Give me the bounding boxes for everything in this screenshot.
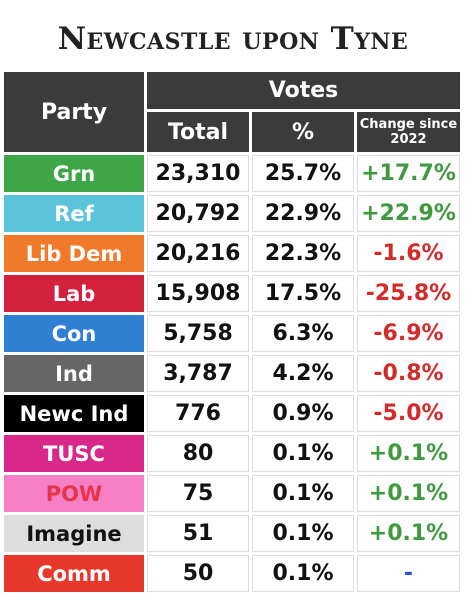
total-cell: 50 bbox=[147, 555, 249, 592]
percent-cell: 0.1% bbox=[252, 475, 354, 512]
header-party: Party bbox=[4, 72, 144, 152]
table-row: POW 75 0.1% +0.1% bbox=[4, 475, 460, 512]
percent-cell: 22.9% bbox=[252, 195, 354, 232]
percent-cell: 0.9% bbox=[252, 395, 354, 432]
table-row: Lib Dem 20,216 22.3% -1.6% bbox=[4, 235, 460, 272]
table-row: Ind 3,787 4.2% -0.8% bbox=[4, 355, 460, 392]
total-cell: 20,216 bbox=[147, 235, 249, 272]
table-row: Imagine 51 0.1% +0.1% bbox=[4, 515, 460, 552]
percent-cell: 0.1% bbox=[252, 555, 354, 592]
percent-cell: 6.3% bbox=[252, 315, 354, 352]
party-cell: Ref bbox=[4, 195, 144, 232]
header-votes: Votes bbox=[147, 72, 460, 109]
percent-cell: 22.3% bbox=[252, 235, 354, 272]
total-cell: 15,908 bbox=[147, 275, 249, 312]
table-row: Con 5,758 6.3% -6.9% bbox=[4, 315, 460, 352]
party-cell: Lib Dem bbox=[4, 235, 144, 272]
party-cell: Lab bbox=[4, 275, 144, 312]
total-cell: 776 bbox=[147, 395, 249, 432]
table-row: Ref 20,792 22.9% +22.9% bbox=[4, 195, 460, 232]
total-cell: 3,787 bbox=[147, 355, 249, 392]
table-row: TUSC 80 0.1% +0.1% bbox=[4, 435, 460, 472]
party-cell: POW bbox=[4, 475, 144, 512]
change-cell: -0.8% bbox=[357, 355, 460, 392]
change-cell: -5.0% bbox=[357, 395, 460, 432]
change-cell: - bbox=[357, 555, 460, 592]
total-cell: 23,310 bbox=[147, 155, 249, 192]
change-cell: +0.1% bbox=[357, 435, 460, 472]
total-cell: 5,758 bbox=[147, 315, 249, 352]
table-row: Lab 15,908 17.5% -25.8% bbox=[4, 275, 460, 312]
total-cell: 75 bbox=[147, 475, 249, 512]
party-cell: Ind bbox=[4, 355, 144, 392]
party-cell: Newc Ind bbox=[4, 395, 144, 432]
change-cell: +0.1% bbox=[357, 475, 460, 512]
header-change: Change since 2022 bbox=[357, 112, 460, 152]
percent-cell: 17.5% bbox=[252, 275, 354, 312]
table-row: Comm 50 0.1% - bbox=[4, 555, 460, 592]
change-cell: -6.9% bbox=[357, 315, 460, 352]
party-cell: Imagine bbox=[4, 515, 144, 552]
change-cell: -1.6% bbox=[357, 235, 460, 272]
percent-cell: 4.2% bbox=[252, 355, 354, 392]
change-cell: +22.9% bbox=[357, 195, 460, 232]
change-cell: -25.8% bbox=[357, 275, 460, 312]
percent-cell: 0.1% bbox=[252, 515, 354, 552]
results-table: Party Votes Total % Change since 2022 Gr… bbox=[1, 69, 463, 595]
party-cell: Con bbox=[4, 315, 144, 352]
party-cell: Grn bbox=[4, 155, 144, 192]
percent-cell: 0.1% bbox=[252, 435, 354, 472]
change-cell: +0.1% bbox=[357, 515, 460, 552]
table-body: Grn 23,310 25.7% +17.7% Ref 20,792 22.9% +22.9%… bbox=[4, 155, 460, 592]
total-cell: 20,792 bbox=[147, 195, 249, 232]
header-percent: % bbox=[252, 112, 354, 152]
table-row: Grn 23,310 25.7% +17.7% bbox=[4, 155, 460, 192]
total-cell: 80 bbox=[147, 435, 249, 472]
total-cell: 51 bbox=[147, 515, 249, 552]
percent-cell: 25.7% bbox=[252, 155, 354, 192]
title: Newcastle upon Tyne bbox=[57, 21, 409, 57]
change-cell: +17.7% bbox=[357, 155, 460, 192]
party-cell: Comm bbox=[4, 555, 144, 592]
header-total: Total bbox=[147, 112, 249, 152]
party-cell: TUSC bbox=[4, 435, 144, 472]
table-row: Newc Ind 776 0.9% -5.0% bbox=[4, 395, 460, 432]
